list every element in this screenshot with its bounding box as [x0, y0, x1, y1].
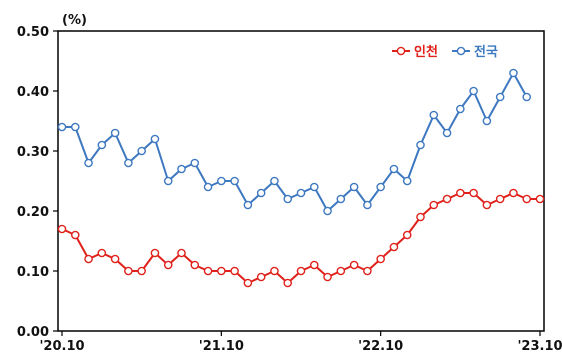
data-point: [469, 86, 478, 96]
data-point: [442, 194, 452, 204]
data-point: [509, 188, 518, 198]
data-point: [270, 176, 279, 186]
plot-frame: [57, 30, 545, 332]
data-point: [389, 164, 399, 174]
data-point: [495, 194, 505, 204]
legend-swatch-marker: [456, 46, 466, 56]
data-point: [177, 164, 186, 174]
data-point: [363, 200, 372, 210]
data-point: [402, 176, 412, 186]
data-point: [270, 266, 279, 276]
legend-swatch-marker: [396, 46, 406, 56]
data-point: [57, 122, 67, 132]
data-point: [323, 206, 332, 216]
data-point: [349, 182, 359, 192]
legend-label: 인천: [414, 44, 438, 60]
data-point: [456, 104, 465, 114]
legend-label: 전국: [474, 44, 498, 60]
data-point: [203, 182, 213, 192]
data-point: [429, 110, 439, 120]
data-point: [97, 248, 107, 258]
data-point: [456, 188, 465, 198]
data-point: [535, 194, 545, 204]
data-point: [296, 188, 306, 198]
data-point: [256, 272, 266, 282]
data-point: [217, 266, 226, 276]
data-point: [84, 158, 93, 168]
data-point: [509, 68, 518, 78]
data-point: [256, 188, 266, 198]
data-point: [137, 266, 146, 276]
data-point: [190, 158, 200, 168]
data-point: [243, 200, 253, 210]
data-point: [137, 146, 146, 156]
data-point: [230, 266, 239, 276]
data-point: [177, 248, 186, 258]
legend: 인천 전국: [392, 44, 498, 60]
x-tick-label: '20.10: [39, 339, 84, 354]
y-tick-label: 0.50: [17, 25, 49, 40]
data-point: [336, 266, 346, 276]
data-point: [57, 224, 67, 234]
data-point: [124, 158, 133, 168]
y-tick-label: 0.20: [17, 205, 49, 220]
data-point: [84, 254, 93, 264]
x-tick-label: '21.10: [199, 339, 244, 354]
y-unit-label: (%): [62, 13, 87, 28]
data-point: [469, 188, 478, 198]
y-axis: 0.00 0.10 0.20 0.30 0.40 0.50: [17, 25, 58, 340]
data-point: [402, 230, 412, 240]
data-point: [70, 122, 80, 132]
data-point: [323, 272, 332, 282]
data-point: [336, 194, 346, 204]
data-point: [309, 182, 319, 192]
data-point: [243, 278, 253, 288]
data-point: [442, 128, 452, 138]
data-point: [429, 200, 439, 210]
y-tick-label: 0.00: [17, 325, 49, 340]
data-point: [163, 176, 173, 186]
data-point: [230, 176, 239, 186]
data-point: [416, 140, 425, 150]
data-point: [217, 176, 226, 186]
data-point: [283, 278, 293, 288]
series-incheon: [57, 188, 545, 288]
data-point: [70, 230, 80, 240]
y-tick-label: 0.40: [17, 85, 49, 100]
x-tick-label: '22.10: [358, 339, 403, 354]
data-point: [376, 254, 385, 264]
data-point: [389, 242, 399, 252]
data-point: [150, 248, 160, 258]
data-point: [283, 194, 293, 204]
data-point: [482, 200, 492, 210]
y-tick-label: 0.10: [17, 265, 49, 280]
x-tick-label: '23.10: [517, 339, 562, 354]
data-point: [363, 266, 372, 276]
data-point: [97, 140, 107, 150]
data-point: [110, 254, 120, 264]
data-point: [124, 266, 133, 276]
data-point: [349, 260, 359, 270]
data-point: [495, 92, 505, 102]
data-point: [416, 212, 425, 222]
data-point: [150, 134, 160, 144]
data-point: [163, 260, 173, 270]
data-point: [522, 92, 532, 102]
data-point: [203, 266, 213, 276]
data-point: [190, 260, 200, 270]
data-point: [522, 194, 532, 204]
data-point: [296, 266, 306, 276]
y-tick-label: 0.30: [17, 145, 49, 160]
x-axis: '20.10 '21.10 '22.10 '23.10: [39, 331, 562, 354]
data-point: [376, 182, 385, 192]
series-national: [57, 68, 532, 216]
data-point: [110, 128, 120, 138]
data-point: [482, 116, 492, 126]
series-layer: [57, 68, 545, 288]
data-point: [309, 260, 319, 270]
